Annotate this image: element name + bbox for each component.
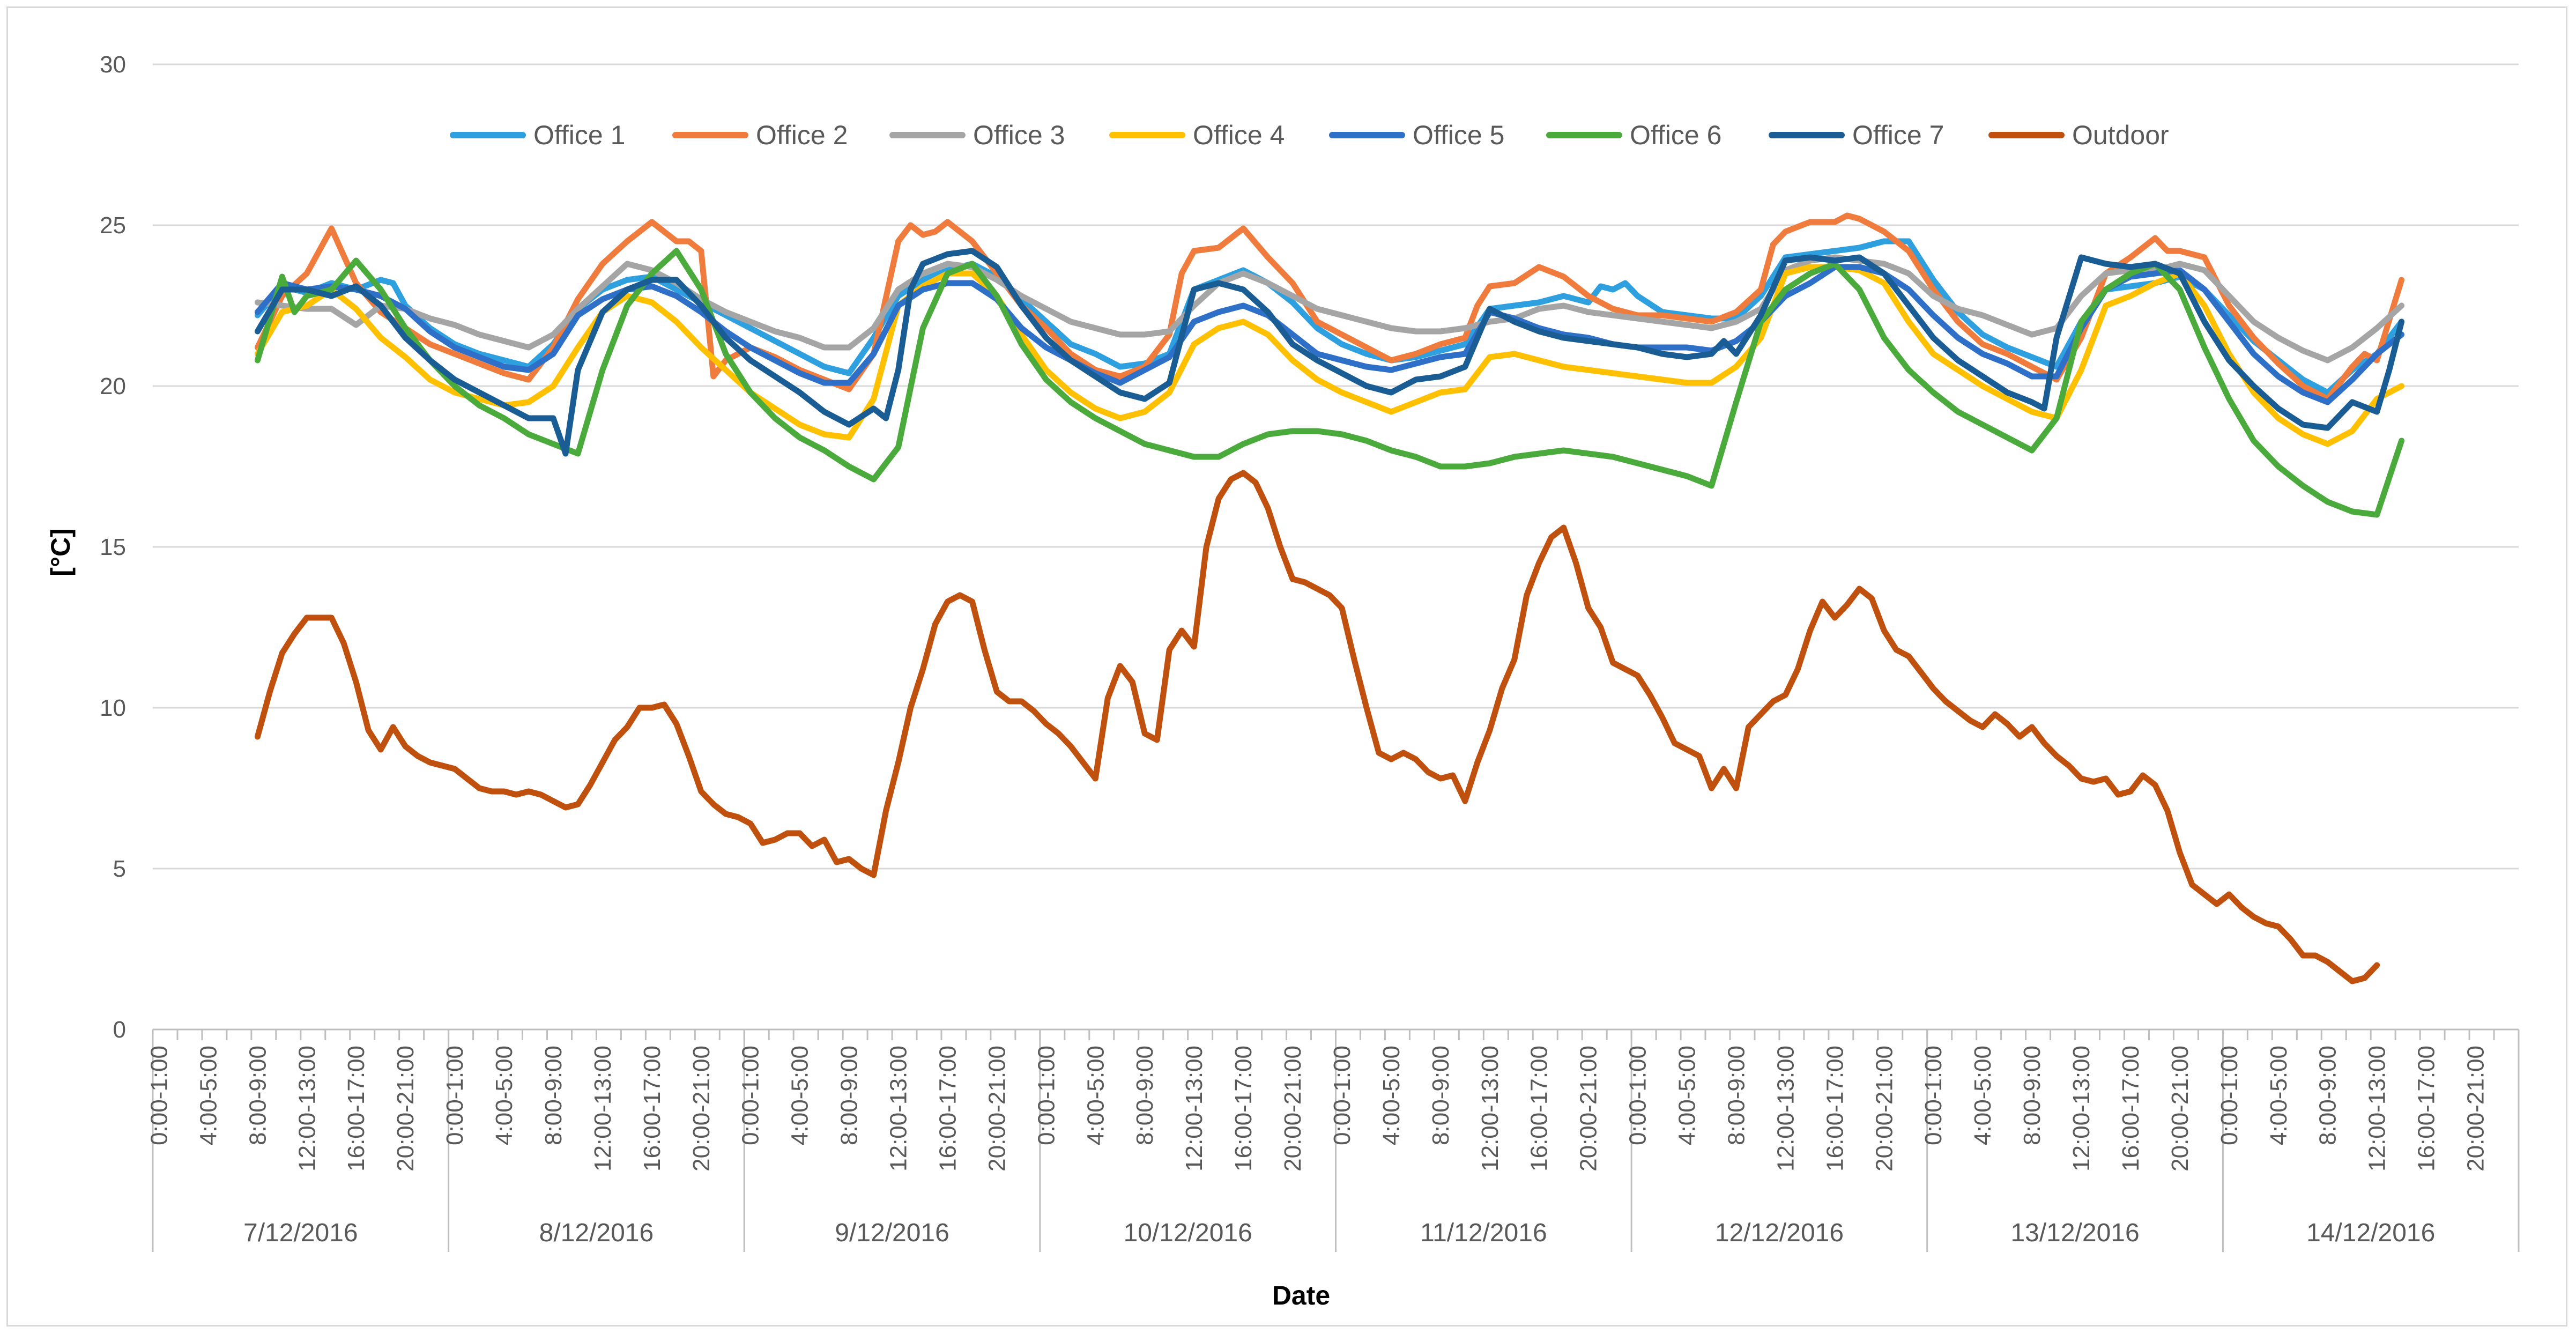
day-label: 13/12/2016 — [2010, 1219, 2139, 1247]
day-label: 12/12/2016 — [1715, 1219, 1844, 1247]
x-tick-label: 16:00-17:00 — [1822, 1046, 1848, 1172]
x-tick-label: 12:00-13:00 — [1181, 1046, 1207, 1172]
x-tick-label: 4:00-5:00 — [1378, 1046, 1405, 1145]
y-tick-label: 25 — [100, 212, 126, 239]
x-tick-label: 16:00-17:00 — [1526, 1046, 1553, 1172]
x-tick-label: 20:00-21:00 — [984, 1046, 1010, 1172]
legend-label-office-7: Office 7 — [1852, 120, 1944, 150]
x-tick-label: 12:00-13:00 — [294, 1046, 320, 1172]
day-label: 11/12/2016 — [1420, 1219, 1547, 1247]
line-chart: 0 5 10 15 20 25 30 0:00-1:00 4:00-5:00 8:00-9:00… — [46, 51, 2520, 1310]
x-tick-label: 12:00-13:00 — [2068, 1046, 2095, 1172]
legend-label-office-6: Office 6 — [1630, 120, 1721, 150]
series-lines — [254, 212, 2405, 984]
x-tick-label: 8:00-9:00 — [1428, 1046, 1454, 1145]
series-line-outdoor — [254, 470, 2380, 984]
x-tick-label: 16:00-17:00 — [1230, 1046, 1257, 1172]
legend: Office 1 Office 2 Office 3 Office 4 Office 5… — [450, 120, 2169, 150]
x-tick-label: 20:00-21:00 — [1280, 1046, 1306, 1172]
series-line-office-6 — [254, 248, 2405, 518]
x-tick-label: 16:00-17:00 — [639, 1046, 665, 1172]
x-axis-title: Date — [1272, 1280, 1330, 1310]
x-axis: 0:00-1:00 4:00-5:00 8:00-9:00 12:00-13:00 16… — [146, 1028, 2520, 1252]
x-tick-label: 12:00-13:00 — [1772, 1046, 1799, 1172]
x-tick-label: 4:00-5:00 — [1970, 1046, 1996, 1145]
x-tick-label: 8:00-9:00 — [2019, 1046, 2045, 1145]
x-tick-label: 8:00-9:00 — [244, 1046, 271, 1145]
legend-label-office-1: Office 1 — [533, 120, 625, 150]
y-axis-ticks: 0 5 10 15 20 25 30 — [100, 51, 126, 1043]
x-tick-label: 16:00-17:00 — [2414, 1046, 2440, 1172]
series-line-office-5 — [254, 264, 2405, 405]
legend-label-office-5: Office 5 — [1413, 120, 1504, 150]
x-tick-label: 16:00-17:00 — [2118, 1046, 2144, 1172]
x-tick-label: 0:00-1:00 — [738, 1046, 764, 1145]
x-tick-label: 0:00-1:00 — [1625, 1046, 1651, 1145]
x-tick-label: 16:00-17:00 — [343, 1046, 369, 1172]
x-tick-label: 0:00-1:00 — [1920, 1046, 1947, 1145]
x-tick-label: 8:00-9:00 — [2315, 1046, 2341, 1145]
y-axis-title: [°C] — [46, 528, 76, 576]
day-label: 9/12/2016 — [835, 1219, 949, 1247]
x-tick-label: 0:00-1:00 — [2216, 1046, 2243, 1145]
day-label: 7/12/2016 — [243, 1219, 358, 1247]
legend-label-office-3: Office 3 — [973, 120, 1065, 150]
x-tick-label: 8:00-9:00 — [1723, 1046, 1749, 1145]
x-tick-label: 4:00-5:00 — [2266, 1046, 2292, 1145]
x-tick-label: 20:00-21:00 — [1576, 1046, 1602, 1172]
legend-label-office-4: Office 4 — [1193, 120, 1285, 150]
x-tick-label: 0:00-1:00 — [1033, 1046, 1059, 1145]
x-tick-label: 8:00-9:00 — [540, 1046, 567, 1145]
y-tick-label: 30 — [100, 51, 126, 78]
x-tick-label: 20:00-21:00 — [392, 1046, 419, 1172]
x-tick-label: 0:00-1:00 — [442, 1046, 468, 1145]
x-tick-label: 4:00-5:00 — [491, 1046, 517, 1145]
day-label: 14/12/2016 — [2306, 1219, 2435, 1247]
legend-label-outdoor: Outdoor — [2072, 120, 2169, 150]
day-label: 10/12/2016 — [1124, 1219, 1252, 1247]
y-tick-label: 10 — [100, 695, 126, 721]
x-tick-label: 0:00-1:00 — [1329, 1046, 1355, 1145]
series-line-office-7 — [254, 248, 2405, 457]
gridlines — [153, 63, 2519, 870]
y-tick-label: 15 — [100, 534, 126, 560]
x-tick-label: 20:00-21:00 — [2167, 1046, 2193, 1172]
x-tick-label: 12:00-13:00 — [886, 1046, 912, 1172]
chart-frame: 0 5 10 15 20 25 30 0:00-1:00 4:00-5:00 8:00-9:00… — [6, 6, 2567, 1327]
x-tick-label: 4:00-5:00 — [787, 1046, 813, 1145]
x-tick-label: 4:00-5:00 — [195, 1046, 221, 1145]
x-tick-label: 8:00-9:00 — [836, 1046, 863, 1145]
y-tick-label: 5 — [113, 856, 126, 882]
x-tick-label: 12:00-13:00 — [2364, 1046, 2391, 1172]
x-tick-label: 20:00-21:00 — [688, 1046, 715, 1172]
x-tick-label: 12:00-13:00 — [1477, 1046, 1503, 1172]
x-tick-label: 16:00-17:00 — [934, 1046, 961, 1172]
legend-label-office-2: Office 2 — [756, 120, 848, 150]
series-line-office-3 — [254, 254, 2405, 364]
y-tick-label: 20 — [100, 373, 126, 399]
x-tick-label: 20:00-21:00 — [1871, 1046, 1897, 1172]
y-tick-label: 0 — [113, 1017, 126, 1043]
x-tick-label: 20:00-21:00 — [2463, 1046, 2489, 1172]
x-tick-label: 4:00-5:00 — [1082, 1046, 1109, 1145]
day-label: 8/12/2016 — [539, 1219, 654, 1247]
x-tick-label: 8:00-9:00 — [1132, 1046, 1158, 1145]
x-tick-label: 12:00-13:00 — [590, 1046, 616, 1172]
x-tick-label: 0:00-1:00 — [146, 1046, 172, 1145]
x-tick-label: 4:00-5:00 — [1674, 1046, 1701, 1145]
